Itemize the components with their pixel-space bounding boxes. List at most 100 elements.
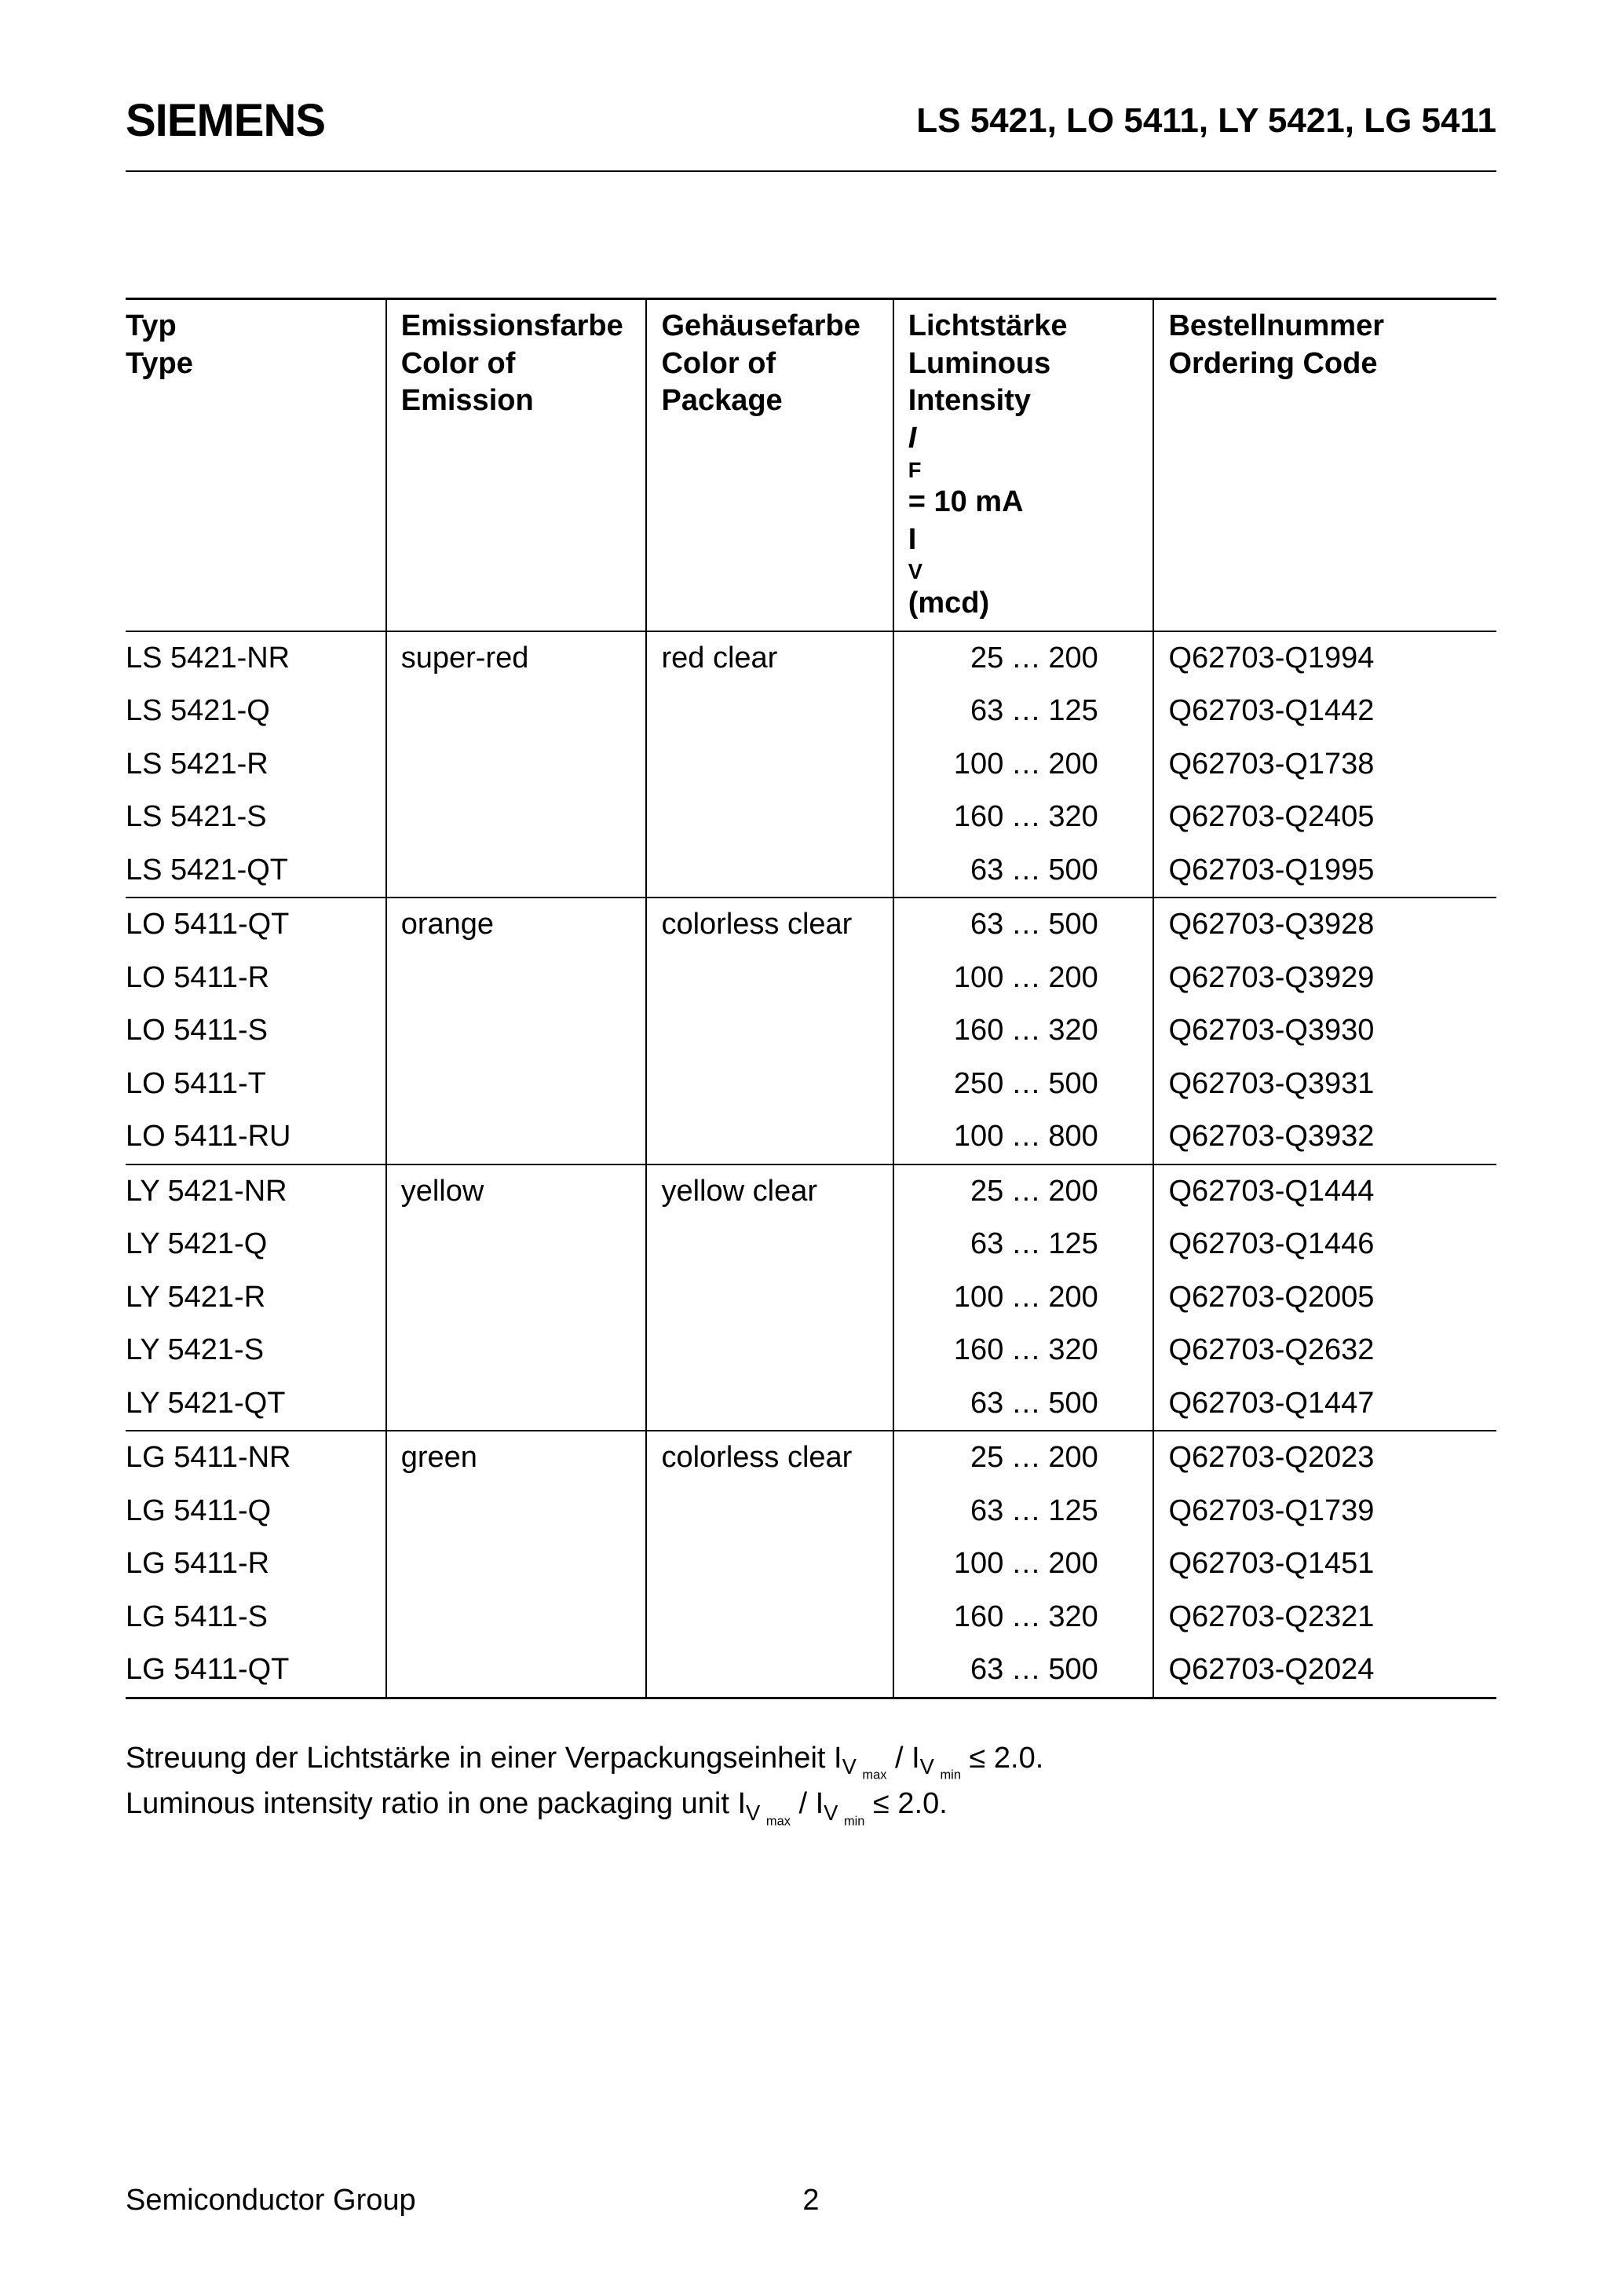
table-row: LY 5421-Q63…125Q62703-Q1446 bbox=[126, 1218, 1496, 1271]
cell-ordering-code: Q62703-Q1994 bbox=[1153, 631, 1496, 686]
cell-type: LG 5411-R bbox=[126, 1537, 386, 1591]
col-header-package-en1: Color of bbox=[661, 345, 873, 383]
cell-ordering-code: Q62703-Q2321 bbox=[1153, 1591, 1496, 1644]
cell-type: LG 5411-NR bbox=[126, 1431, 386, 1485]
cell-ordering-code: Q62703-Q3930 bbox=[1153, 1004, 1496, 1058]
cell-ordering-code: Q62703-Q2023 bbox=[1153, 1431, 1496, 1485]
cell-intensity: 25…200 bbox=[893, 1431, 1154, 1485]
cell-package bbox=[646, 1004, 893, 1058]
cell-intensity: 63…125 bbox=[893, 1485, 1154, 1538]
cell-type: LY 5421-NR bbox=[126, 1164, 386, 1219]
table-row: LO 5411-S160…320Q62703-Q3930 bbox=[126, 1004, 1496, 1058]
col-header-package: Gehäusefarbe Color of Package bbox=[646, 299, 893, 631]
cell-package bbox=[646, 952, 893, 1005]
table-row: LS 5421-Q63…125Q62703-Q1442 bbox=[126, 685, 1496, 738]
cell-package bbox=[646, 1271, 893, 1325]
col-header-intensity-en2: Intensity bbox=[908, 382, 1134, 420]
cell-type: LG 5411-QT bbox=[126, 1643, 386, 1698]
cell-type: LG 5411-Q bbox=[126, 1485, 386, 1538]
cell-intensity: 25…200 bbox=[893, 631, 1154, 686]
cell-package bbox=[646, 685, 893, 738]
cell-package: colorless clear bbox=[646, 1431, 893, 1485]
col-header-package-en2: Package bbox=[661, 382, 873, 420]
cell-intensity: 160…320 bbox=[893, 1004, 1154, 1058]
cell-package bbox=[646, 1591, 893, 1644]
table-row: LO 5411-T250…500Q62703-Q3931 bbox=[126, 1058, 1496, 1111]
cell-package bbox=[646, 1485, 893, 1538]
footer-page-number: 2 bbox=[802, 2184, 819, 2217]
cell-ordering-code: Q62703-Q1447 bbox=[1153, 1377, 1496, 1431]
cell-package bbox=[646, 1218, 893, 1271]
cell-type: LO 5411-R bbox=[126, 952, 386, 1005]
col-header-emission-en1: Color of bbox=[401, 345, 627, 383]
col-header-intensity-de: Lichtstärke bbox=[908, 308, 1134, 345]
table-row: LG 5411-QT63…500Q62703-Q2024 bbox=[126, 1643, 1496, 1698]
col-header-intensity-en1: Luminous bbox=[908, 345, 1134, 383]
cell-emission: yellow bbox=[386, 1164, 647, 1219]
cell-emission bbox=[386, 1058, 647, 1111]
cell-ordering-code: Q62703-Q3929 bbox=[1153, 952, 1496, 1005]
cell-emission bbox=[386, 952, 647, 1005]
footnotes: Streuung der Lichtstärke in einer Verpac… bbox=[126, 1738, 1496, 1830]
cell-emission bbox=[386, 1537, 647, 1591]
table-row: LS 5421-NRsuper-redred clear25…200Q62703… bbox=[126, 631, 1496, 686]
cell-package: red clear bbox=[646, 631, 893, 686]
cell-ordering-code: Q62703-Q3928 bbox=[1153, 898, 1496, 952]
col-header-type-de: Typ bbox=[126, 308, 367, 345]
cell-intensity: 25…200 bbox=[893, 1164, 1154, 1219]
cell-ordering-code: Q62703-Q2632 bbox=[1153, 1324, 1496, 1377]
cell-package bbox=[646, 1324, 893, 1377]
col-header-type-en: Type bbox=[126, 345, 367, 383]
cell-package bbox=[646, 791, 893, 844]
col-header-package-de: Gehäusefarbe bbox=[661, 308, 873, 345]
table-row: LO 5411-R 100…200Q62703-Q3929 bbox=[126, 952, 1496, 1005]
cell-type: LS 5421-Q bbox=[126, 685, 386, 738]
cell-emission: super-red bbox=[386, 631, 647, 686]
cell-intensity: 63…500 bbox=[893, 844, 1154, 898]
cell-intensity: 100…200 bbox=[893, 738, 1154, 792]
table-row: LG 5411-NRgreencolorless clear25…200Q627… bbox=[126, 1431, 1496, 1485]
cell-emission bbox=[386, 1485, 647, 1538]
cell-emission bbox=[386, 1218, 647, 1271]
cell-ordering-code: Q62703-Q1738 bbox=[1153, 738, 1496, 792]
cell-package bbox=[646, 1058, 893, 1111]
document-title: LS 5421, LO 5411, LY 5421, LG 5411 bbox=[916, 101, 1496, 141]
col-header-emission-de: Emissionsfarbe bbox=[401, 308, 627, 345]
cell-ordering-code: Q62703-Q1444 bbox=[1153, 1164, 1496, 1219]
cell-type: LO 5411-T bbox=[126, 1058, 386, 1111]
table-row: LG 5411-Q63…125Q62703-Q1739 bbox=[126, 1485, 1496, 1538]
cell-type: LO 5411-RU bbox=[126, 1110, 386, 1164]
col-header-code-de: Bestellnummer bbox=[1168, 308, 1478, 345]
cell-package: yellow clear bbox=[646, 1164, 893, 1219]
spec-table: Typ Type Emissionsfarbe Color of Emissio… bbox=[126, 298, 1496, 1699]
cell-package bbox=[646, 844, 893, 898]
cell-type: LY 5421-Q bbox=[126, 1218, 386, 1271]
footnote-de: Streuung der Lichtstärke in einer Verpac… bbox=[126, 1738, 1496, 1784]
table-row: LO 5411-RU100…800Q62703-Q3932 bbox=[126, 1110, 1496, 1164]
header-rule bbox=[126, 170, 1496, 172]
col-header-code-en: Ordering Code bbox=[1168, 345, 1478, 383]
page-header: SIEMENS LS 5421, LO 5411, LY 5421, LG 54… bbox=[126, 94, 1496, 147]
cell-intensity: 160…320 bbox=[893, 1591, 1154, 1644]
cell-ordering-code: Q62703-Q2005 bbox=[1153, 1271, 1496, 1325]
cell-intensity: 100…200 bbox=[893, 1537, 1154, 1591]
page: SIEMENS LS 5421, LO 5411, LY 5421, LG 54… bbox=[0, 0, 1622, 2296]
cell-emission bbox=[386, 1591, 647, 1644]
cell-type: LS 5421-R bbox=[126, 738, 386, 792]
table-row: LY 5421-S160…320Q62703-Q2632 bbox=[126, 1324, 1496, 1377]
cell-intensity: 63…500 bbox=[893, 898, 1154, 952]
cell-emission bbox=[386, 1643, 647, 1698]
cell-intensity: 160…320 bbox=[893, 791, 1154, 844]
table-row: LS 5421-QT63…500Q62703-Q1995 bbox=[126, 844, 1496, 898]
table-row: LY 5421-R100…200Q62703-Q2005 bbox=[126, 1271, 1496, 1325]
cell-type: LS 5421-QT bbox=[126, 844, 386, 898]
cell-emission bbox=[386, 1377, 647, 1431]
cell-intensity: 63…500 bbox=[893, 1377, 1154, 1431]
footnote-en: Luminous intensity ratio in one packagin… bbox=[126, 1784, 1496, 1830]
cell-type: LY 5421-S bbox=[126, 1324, 386, 1377]
col-header-intensity-cond: IF = 10 mA bbox=[908, 420, 1134, 521]
siemens-logo: SIEMENS bbox=[126, 94, 325, 147]
footer-group: Semiconductor Group bbox=[126, 2184, 416, 2217]
cell-intensity: 100…200 bbox=[893, 952, 1154, 1005]
table-header: Typ Type Emissionsfarbe Color of Emissio… bbox=[126, 299, 1496, 631]
